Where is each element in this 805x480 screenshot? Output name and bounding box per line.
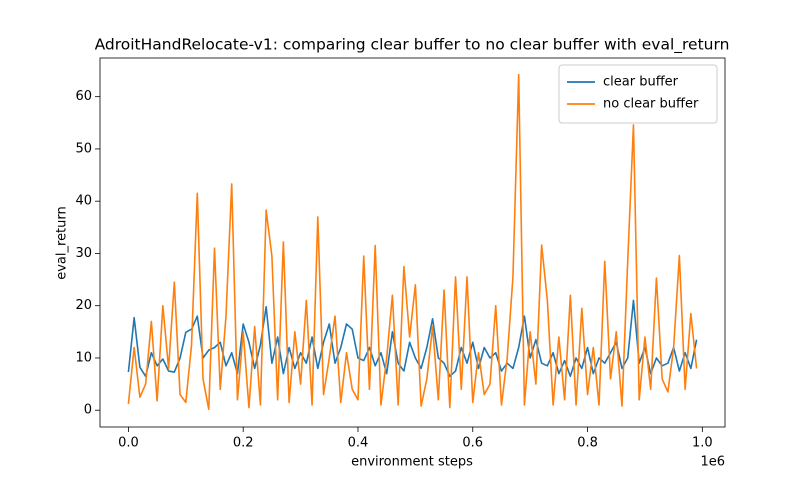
x-tick-label: 1.0 [692,436,713,451]
chart-title: AdroitHandRelocate-v1: comparing clear b… [95,36,730,55]
y-tick-label: 10 [75,350,92,365]
legend-box [558,64,718,124]
y-tick-label: 50 [75,141,92,156]
x-offset-label: 1e6 [700,455,725,470]
y-tick-label: 20 [75,298,92,313]
y-tick-label: 30 [75,246,92,261]
x-axis-label: environment steps [351,455,473,470]
y-tick-label: 0 [84,403,92,418]
x-tick-label: 0.4 [348,436,369,451]
legend-label: no clear buffer [603,97,699,112]
x-tick-label: 0.8 [577,436,598,451]
legend-label: clear buffer [603,75,679,90]
x-tick-label: 0.0 [118,436,139,451]
x-tick-label: 0.2 [233,436,254,451]
y-tick-label: 40 [75,194,92,209]
plot-frame [99,57,726,428]
y-axis-label: eval_return [55,206,70,280]
x-tick-label: 0.6 [462,436,483,451]
series-line [127,73,698,410]
y-tick-label: 60 [75,89,92,104]
